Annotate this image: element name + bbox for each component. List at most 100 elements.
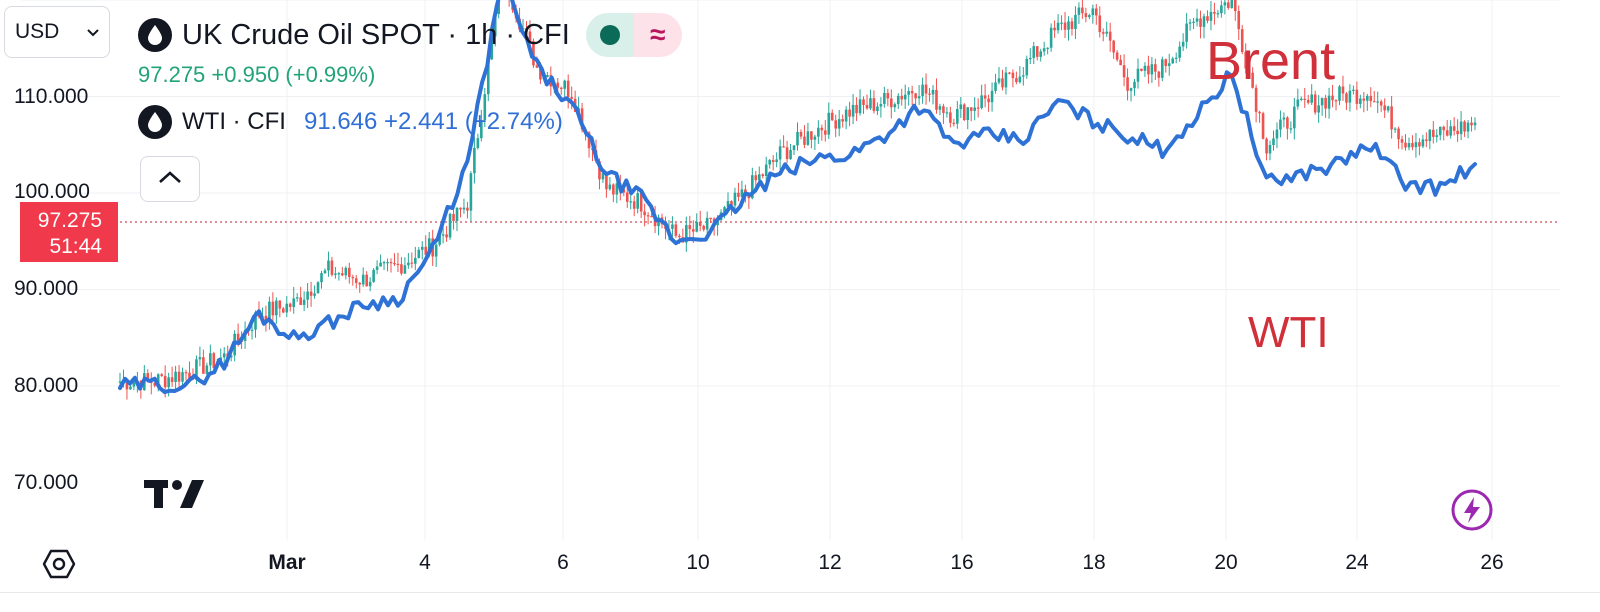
candle-body — [1265, 138, 1268, 154]
candle-body — [1063, 22, 1067, 30]
candle-body — [334, 273, 337, 275]
candle-body — [1060, 22, 1063, 24]
candle-body — [1411, 143, 1414, 148]
candle-body — [1254, 87, 1258, 112]
candle-body — [546, 75, 549, 78]
candle-body — [202, 357, 205, 374]
candle-body — [118, 381, 122, 383]
candle-body — [459, 207, 462, 210]
candle-body — [264, 315, 268, 321]
candle-body — [1279, 119, 1282, 130]
candle-body — [473, 147, 476, 174]
candle-body — [1425, 139, 1428, 142]
candle-body — [1206, 16, 1209, 21]
oil-drop-icon — [138, 18, 172, 52]
candle-body — [1195, 18, 1199, 22]
candle-body — [1098, 15, 1102, 33]
candle-body — [129, 386, 132, 390]
candle-body — [1185, 23, 1188, 42]
candle-body — [1365, 95, 1369, 101]
candle-body — [969, 107, 973, 111]
collapse-legend-button[interactable] — [140, 156, 200, 202]
candle-body — [452, 213, 455, 221]
candle-body — [556, 82, 560, 88]
candle-body — [184, 372, 188, 374]
candle-body — [1022, 75, 1025, 77]
candle-body — [949, 112, 952, 123]
candle-body — [723, 207, 726, 213]
candle-body — [434, 244, 438, 257]
candle-body — [1171, 58, 1175, 64]
candle-body — [525, 28, 528, 32]
candle-body — [872, 98, 876, 112]
candle-body — [1202, 16, 1206, 27]
bottom-divider — [0, 592, 1600, 593]
candle-body — [771, 159, 775, 163]
candle-body — [1039, 51, 1043, 57]
candle-body — [1296, 99, 1300, 107]
candle-body — [813, 136, 817, 140]
candle-body — [306, 291, 309, 300]
legend-secondary[interactable]: WTI · CFI 91.646 +2.441 (+2.74%) — [138, 100, 563, 144]
candle-body — [1018, 76, 1022, 83]
candle-body — [1397, 128, 1400, 140]
candle-body — [890, 98, 893, 108]
candle-body — [372, 269, 375, 282]
candle-body — [1053, 27, 1056, 31]
candle-body — [1428, 129, 1432, 142]
candle-body — [1008, 72, 1011, 74]
hexagon-settings-icon[interactable] — [42, 548, 76, 585]
candle-body — [407, 262, 410, 266]
candle-body — [302, 299, 306, 305]
data-status-pill[interactable]: ≈ — [585, 13, 682, 57]
candle-body — [910, 90, 914, 94]
candle-body — [598, 161, 601, 180]
candle-body — [1143, 65, 1147, 71]
symbol-title[interactable]: UK Crude Oil SPOT · 1h · CFI — [182, 18, 570, 51]
candle-body — [792, 145, 796, 150]
candle-body — [688, 225, 692, 230]
candle-body — [497, 0, 501, 14]
candle-body — [865, 105, 869, 109]
candle-body — [1293, 106, 1296, 129]
candle-body — [907, 90, 910, 95]
candle-body — [1331, 95, 1334, 101]
candle-body — [1268, 145, 1272, 154]
candle-body — [962, 104, 966, 121]
candle-body — [295, 297, 299, 299]
candle-body — [1442, 126, 1446, 131]
candle-body — [275, 300, 278, 316]
candle-body — [1251, 72, 1254, 88]
candle-body — [608, 184, 612, 190]
candle-body — [125, 379, 129, 390]
currency-label: USD — [15, 20, 60, 43]
candle-body — [639, 193, 643, 212]
tradingview-logo — [142, 476, 206, 515]
candle-body — [445, 234, 448, 238]
candle-body — [486, 59, 490, 95]
candle-body — [250, 329, 254, 331]
candle-body — [198, 357, 202, 360]
candle-body — [1088, 15, 1091, 18]
candle-body — [1028, 57, 1032, 60]
candle-body — [1220, 5, 1223, 14]
candle-body — [254, 312, 257, 330]
candle-body — [973, 107, 976, 111]
currency-selector[interactable]: USD — [4, 6, 110, 58]
candle-body — [1067, 21, 1070, 30]
market-open-status — [585, 13, 634, 57]
current-price-label: 97.275 51:44 — [20, 202, 118, 262]
candle-body — [1445, 130, 1449, 136]
candle-body — [469, 173, 473, 211]
x-tick-label: 20 — [1214, 551, 1238, 574]
legend-main: UK Crude Oil SPOT · 1h · CFI ≈ — [138, 10, 682, 60]
candle-body — [851, 104, 855, 117]
candle-body — [1449, 126, 1452, 136]
candle-body — [1272, 138, 1275, 146]
candle-body — [1327, 95, 1331, 109]
candle-body — [229, 355, 233, 358]
primary-quote: 97.275 +0.950 (+0.99%) — [138, 62, 376, 87]
candle-body — [817, 127, 820, 137]
lightning-icon[interactable] — [1450, 488, 1494, 537]
